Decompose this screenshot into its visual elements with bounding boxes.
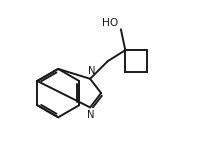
Text: N: N: [88, 66, 96, 76]
Text: HO: HO: [102, 17, 118, 28]
Text: N: N: [87, 110, 95, 120]
